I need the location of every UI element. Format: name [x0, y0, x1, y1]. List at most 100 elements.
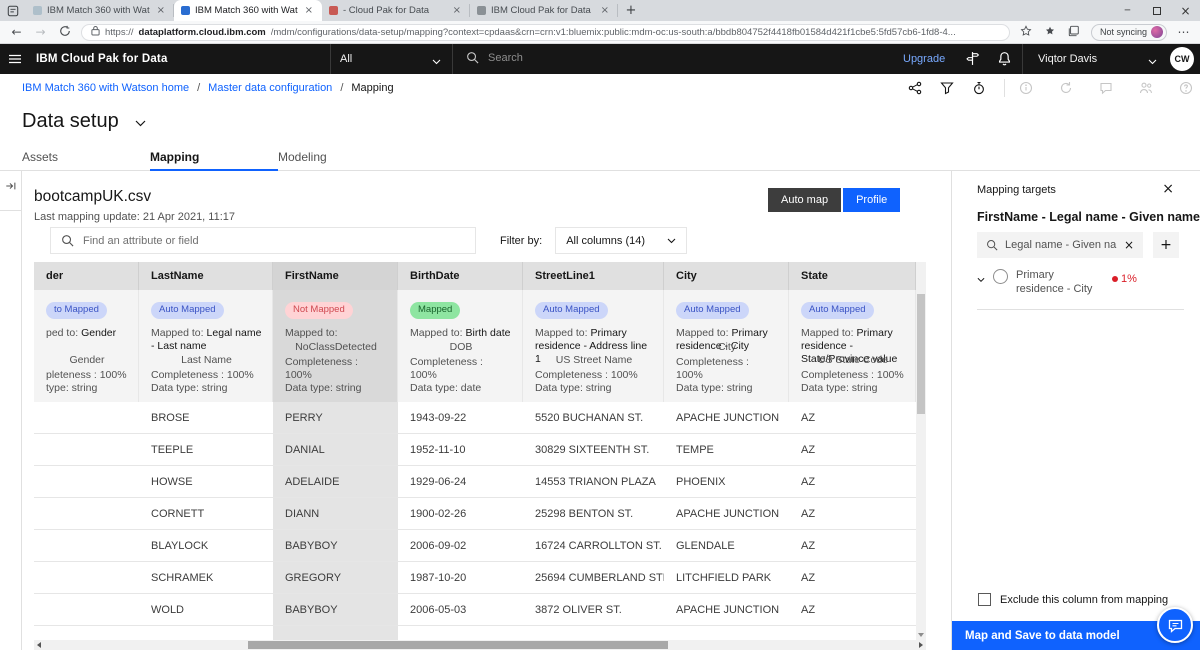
browser-tab[interactable]: IBM Match 360 with Watson × — [174, 0, 322, 21]
maximize-button[interactable] — [1142, 0, 1171, 21]
wayfinder-icon[interactable] — [965, 51, 980, 69]
scroll-left-arrow-icon[interactable] — [37, 642, 41, 648]
scroll-down-arrow-icon[interactable] — [918, 633, 924, 637]
scroll-right-arrow-icon[interactable] — [919, 642, 923, 648]
tab-close-icon[interactable]: × — [452, 5, 461, 16]
completeness: pleteness : 100% — [46, 369, 127, 381]
profile-button[interactable]: Profile — [843, 188, 901, 212]
column-header[interactable]: der — [34, 262, 139, 290]
find-attribute-input[interactable]: Find an attribute or field — [50, 227, 476, 254]
column-mapping-cell[interactable]: to Mapped ped to: Gender Gender pleteness… — [34, 290, 139, 402]
user-menu[interactable]: Viqtor Davis — [1038, 53, 1098, 65]
filter-icon[interactable] — [940, 81, 954, 95]
mapped-to-label: Mapped to: — [285, 326, 338, 339]
completeness: Completeness : 100% — [535, 369, 638, 381]
column-mapping-cell[interactable]: Auto Mapped Mapped to: Primary residence … — [789, 290, 916, 402]
target-radio[interactable] — [993, 269, 1008, 284]
horizontal-scrollbar-thumb[interactable] — [248, 641, 668, 649]
page-tab[interactable]: Modeling — [278, 150, 327, 164]
breadcrumb-item[interactable]: IBM Match 360 with Watson home — [22, 81, 190, 94]
table-row: TEEPLE DANIAL 1952-11-10 30829 SIXTEENTH ST… — [34, 434, 916, 466]
data-flow-icon[interactable] — [908, 81, 922, 95]
refresh-button[interactable] — [57, 25, 72, 39]
column-mapping-cell[interactable]: Auto Mapped Mapped to: Legal name - Last … — [139, 290, 273, 402]
collections-icon[interactable] — [1067, 25, 1082, 39]
columns-filter-dropdown[interactable]: All columns (14) — [555, 227, 688, 254]
page-tab[interactable]: Mapping — [150, 145, 278, 171]
clear-search-icon[interactable]: × — [1123, 238, 1134, 252]
avatar[interactable]: CW — [1170, 47, 1194, 71]
page-tab[interactable]: Assets — [22, 150, 59, 164]
tab-close-icon[interactable]: × — [600, 5, 609, 16]
favorites-icon[interactable] — [1043, 25, 1058, 39]
bell-icon[interactable] — [997, 51, 1012, 69]
header-divider — [1022, 44, 1023, 74]
browser-tab[interactable]: IBM Cloud Pak for Data × — [470, 0, 618, 21]
completeness: Completeness : 100% — [801, 369, 904, 381]
tab-close-icon[interactable]: × — [156, 5, 165, 16]
breadcrumb-item[interactable]: Master data configuration — [189, 82, 332, 94]
target-search-input[interactable]: Legal name - Given name × — [977, 232, 1143, 258]
column-mapping-cell[interactable]: Not Mapped Mapped to: NoClassDetected Co… — [273, 290, 398, 402]
detected-class: NoClassDetected — [295, 341, 377, 353]
horizontal-scrollbar[interactable] — [34, 640, 926, 650]
forward-button[interactable]: → — [35, 25, 46, 39]
target-item[interactable]: Primary residence - City 1% — [977, 268, 1184, 310]
filter-value: All columns (14) — [566, 234, 646, 247]
add-favorite-icon[interactable] — [1019, 25, 1034, 39]
column-header[interactable]: FirstName — [273, 262, 398, 290]
table-cell: 2006-05-03 — [410, 603, 467, 616]
breadcrumb-item[interactable]: Mapping — [332, 82, 393, 94]
chat-icon — [1099, 81, 1113, 95]
browser-tab[interactable]: - Cloud Pak for Data × — [322, 0, 470, 21]
panel-close-icon[interactable]: × — [1162, 181, 1174, 197]
url-bar[interactable]: https:// dataplatform.cloud.ibm.com/mdm/c… — [81, 23, 1010, 41]
chevron-down-icon[interactable] — [432, 56, 441, 68]
minimize-button[interactable]: ─ — [1124, 5, 1131, 16]
table-cell — [34, 402, 139, 433]
expand-panel-icon[interactable] — [5, 180, 17, 195]
vertical-scrollbar[interactable] — [916, 262, 926, 640]
upgrade-link[interactable]: Upgrade — [903, 53, 946, 65]
chevron-down-icon[interactable] — [977, 273, 985, 287]
vertical-scrollbar-thumb[interactable] — [917, 294, 925, 414]
add-target-button[interactable]: + — [1153, 232, 1179, 258]
back-button[interactable]: ← — [11, 25, 22, 39]
data-type: Data type: string — [801, 382, 878, 394]
table-mapping-row: to Mapped ped to: Gender Gender pleteness… — [34, 290, 916, 402]
window-close-button[interactable]: × — [1180, 3, 1191, 18]
tab-actions-icon[interactable] — [0, 0, 26, 21]
table-cell — [34, 434, 139, 465]
stopwatch-icon[interactable] — [972, 81, 986, 95]
column-mapping-cell[interactable]: Auto Mapped Mapped to: Primary residence … — [523, 290, 664, 402]
column-header[interactable]: StreetLine1 — [523, 262, 664, 290]
profile-sync-button[interactable]: Not syncing — [1090, 23, 1167, 41]
mapped-to-label: Mapped to: — [676, 326, 729, 339]
browser-tab[interactable]: IBM Match 360 with Watson × — [26, 0, 174, 21]
users-icon — [1139, 81, 1153, 95]
global-search-input[interactable]: Search — [466, 51, 523, 64]
hamburger-icon[interactable] — [8, 52, 22, 69]
chat-fab-button[interactable] — [1157, 607, 1193, 643]
column-header[interactable]: BirthDate — [398, 262, 523, 290]
browser-menu-icon[interactable]: ⋯ — [1177, 25, 1190, 39]
new-tab-button[interactable]: + — [625, 3, 637, 18]
app-title[interactable]: IBM Cloud Pak for Data — [36, 53, 168, 65]
table-cell — [139, 626, 273, 640]
detected-class: Gender — [69, 354, 105, 366]
column-header[interactable]: City — [664, 262, 789, 290]
column-header[interactable]: State — [789, 262, 916, 290]
tab-close-icon[interactable]: × — [304, 5, 313, 16]
table-cell — [34, 466, 139, 497]
chevron-down-icon[interactable] — [1148, 56, 1157, 68]
exclude-checkbox[interactable] — [978, 593, 991, 606]
column-header[interactable]: LastName — [139, 262, 273, 290]
lock-icon — [91, 25, 100, 39]
column-mapping-cell[interactable]: Auto Mapped Mapped to: Primary residence … — [664, 290, 789, 402]
auto-map-button[interactable]: Auto map — [768, 188, 842, 212]
info-icon — [1019, 81, 1033, 95]
search-scope-select[interactable]: All — [340, 53, 353, 65]
url-path: /mdm/configurations/data-setup/mapping?c… — [270, 26, 956, 38]
column-mapping-cell[interactable]: Mapped Mapped to: Birth date DOB Complete… — [398, 290, 523, 402]
chevron-down-icon[interactable] — [135, 110, 146, 133]
